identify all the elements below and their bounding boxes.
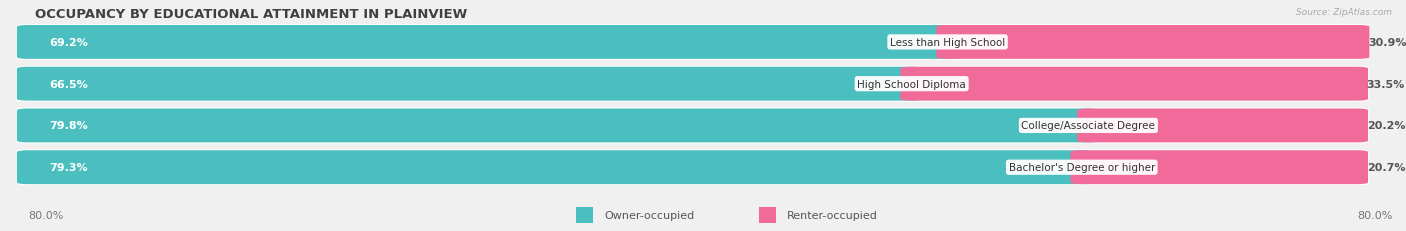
Text: 20.7%: 20.7% [1367,162,1405,173]
Text: Less than High School: Less than High School [890,38,1005,48]
FancyBboxPatch shape [1070,151,1368,184]
FancyBboxPatch shape [900,67,1368,101]
Text: 79.3%: 79.3% [49,162,87,173]
Text: 30.9%: 30.9% [1368,38,1406,48]
FancyBboxPatch shape [759,207,776,223]
FancyBboxPatch shape [17,26,959,60]
FancyBboxPatch shape [17,67,1368,101]
Text: 20.2%: 20.2% [1367,121,1405,131]
FancyBboxPatch shape [17,151,1092,184]
Text: 79.8%: 79.8% [49,121,89,131]
Text: 80.0%: 80.0% [1357,210,1392,220]
Text: Bachelor's Degree or higher: Bachelor's Degree or higher [1008,162,1154,173]
Text: 66.5%: 66.5% [49,79,89,89]
FancyBboxPatch shape [17,26,1368,60]
Text: 69.2%: 69.2% [49,38,89,48]
Text: OCCUPANCY BY EDUCATIONAL ATTAINMENT IN PLAINVIEW: OCCUPANCY BY EDUCATIONAL ATTAINMENT IN P… [35,8,467,21]
Text: 80.0%: 80.0% [28,210,63,220]
FancyBboxPatch shape [576,207,593,223]
Text: 33.5%: 33.5% [1367,79,1405,89]
Text: Owner-occupied: Owner-occupied [605,210,695,220]
Text: Source: ZipAtlas.com: Source: ZipAtlas.com [1296,8,1392,17]
FancyBboxPatch shape [1077,109,1368,143]
FancyBboxPatch shape [17,67,922,101]
FancyBboxPatch shape [17,109,1099,143]
Text: College/Associate Degree: College/Associate Degree [1022,121,1156,131]
FancyBboxPatch shape [936,26,1369,60]
Text: High School Diploma: High School Diploma [858,79,966,89]
Text: Renter-occupied: Renter-occupied [787,210,879,220]
FancyBboxPatch shape [17,109,1368,143]
FancyBboxPatch shape [17,151,1368,184]
